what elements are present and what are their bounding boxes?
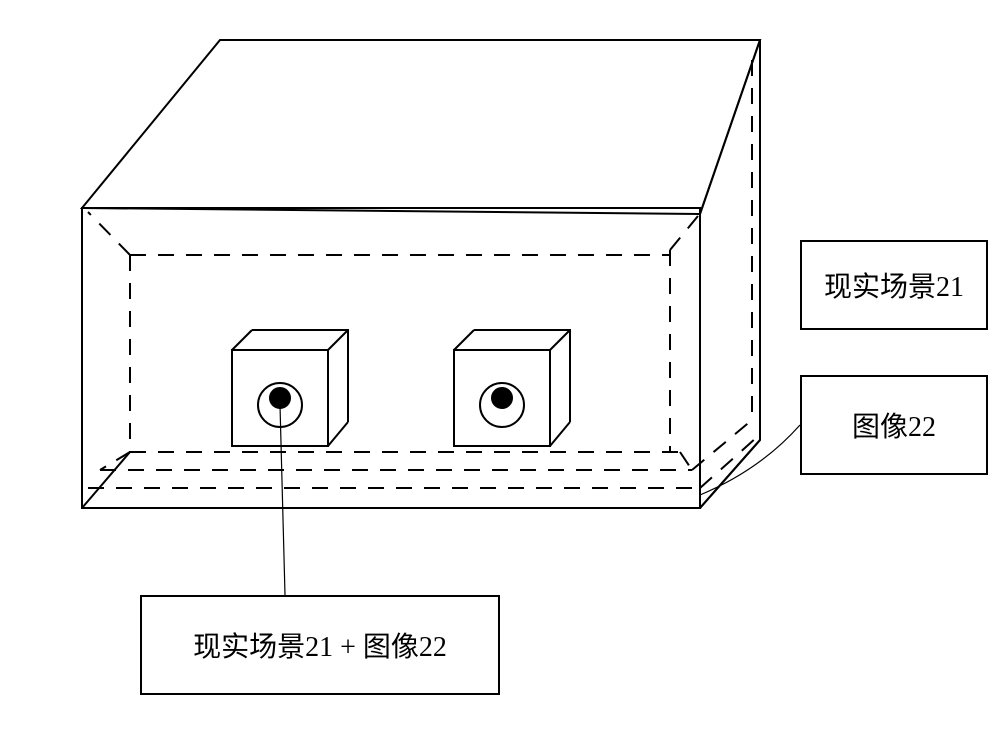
label-image-text: 图像22 xyxy=(852,405,936,445)
label-combined: 现实场景21 + 图像22 xyxy=(140,595,500,695)
front-right-diag xyxy=(700,440,760,508)
label-combined-text: 现实场景21 + 图像22 xyxy=(193,625,447,665)
box-lid xyxy=(82,40,760,214)
front-face xyxy=(82,208,700,508)
label-image: 图像22 xyxy=(800,375,988,475)
right-eye xyxy=(480,383,524,427)
label-real-scene: 现实场景21 xyxy=(800,240,988,330)
label-real-scene-text: 现实场景21 xyxy=(824,265,964,305)
